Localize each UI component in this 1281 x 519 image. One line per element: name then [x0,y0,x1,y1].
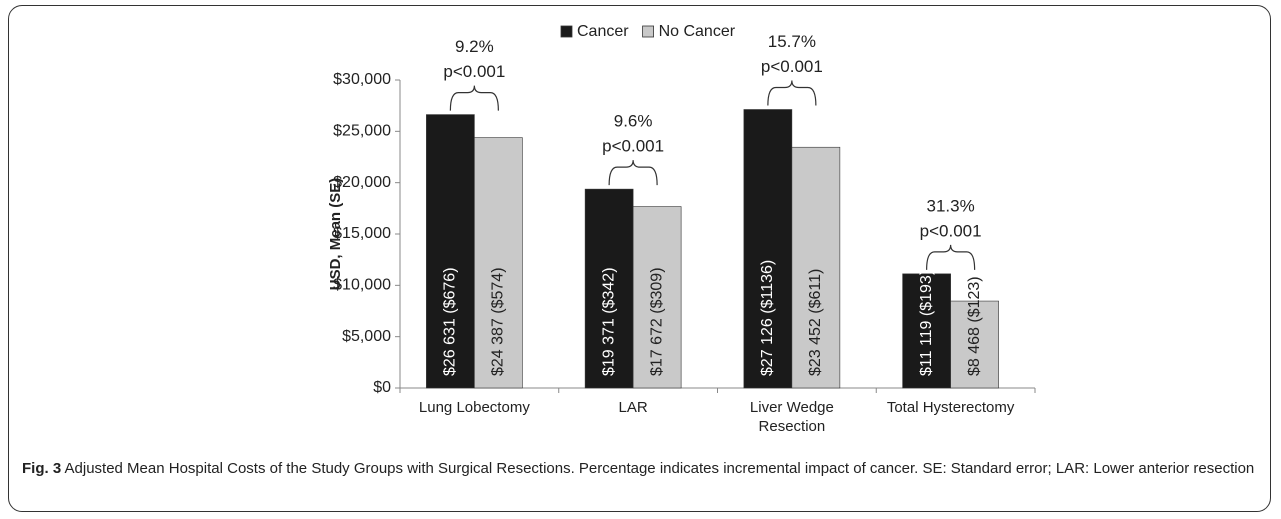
legend-label: No Cancer [659,23,736,40]
bar [474,137,523,389]
figure-frame [8,5,1271,512]
annotation-p: p<0.001 [920,221,982,240]
bar [950,300,999,389]
annotation-percent: 31.3% [927,196,975,215]
x-tick-label: Liver Wedge Resection [749,399,834,435]
bar [791,146,841,389]
y-tick-label: $20,000 [333,174,391,191]
y-tick-label: $0 [373,379,391,396]
value-label: $8 468 ($123) [966,276,983,376]
annotation-percent: 9.2% [455,37,494,56]
annotation-percent: 15.7% [768,32,816,51]
x-tick-label: Lung Lobectomy [418,399,530,416]
y-tick-label: $15,000 [333,225,391,242]
bracket [608,160,658,186]
legend-swatch [560,25,573,38]
bar [902,273,951,389]
caption-label: Fig. 3 [22,460,62,477]
bracket [926,244,976,270]
y-tick-label: $30,000 [333,71,391,88]
x-tick-label: LAR [618,399,648,416]
value-label: $17 672 ($309) [648,267,665,376]
y-tick-label: $25,000 [333,123,391,140]
caption-text: Adjusted Mean Hospital Costs of the Stud… [64,460,1255,477]
annotation-p: p<0.001 [602,137,664,156]
bracket [767,80,817,106]
caption: Fig. 3 Adjusted Mean Hospital Costs of t… [22,457,1262,481]
y-tick-label: $5,000 [342,328,391,345]
value-label: $27 126 ($1136) [759,260,776,376]
value-label: $19 371 ($342) [600,267,617,376]
value-label: $26 631 ($676) [442,267,459,376]
value-label: $24 387 ($574) [490,267,507,376]
annotation-percent: 9.6% [614,112,653,131]
y-tick-label: $10,000 [333,277,391,294]
x-tick-label: Total Hysterectomy [886,399,1015,416]
bar [632,206,682,389]
value-label: $23 452 ($611) [807,269,824,376]
bar [426,114,475,389]
bar [584,188,634,389]
legend-label: Cancer [577,23,629,40]
annotation-p: p<0.001 [443,62,505,81]
value-label: $11 119 ($193) [918,270,935,376]
y-axis-title: USD, Mean (SE) [327,178,344,291]
bracket [449,85,499,111]
legend-swatch [642,25,654,38]
annotation-p: p<0.001 [761,57,823,76]
